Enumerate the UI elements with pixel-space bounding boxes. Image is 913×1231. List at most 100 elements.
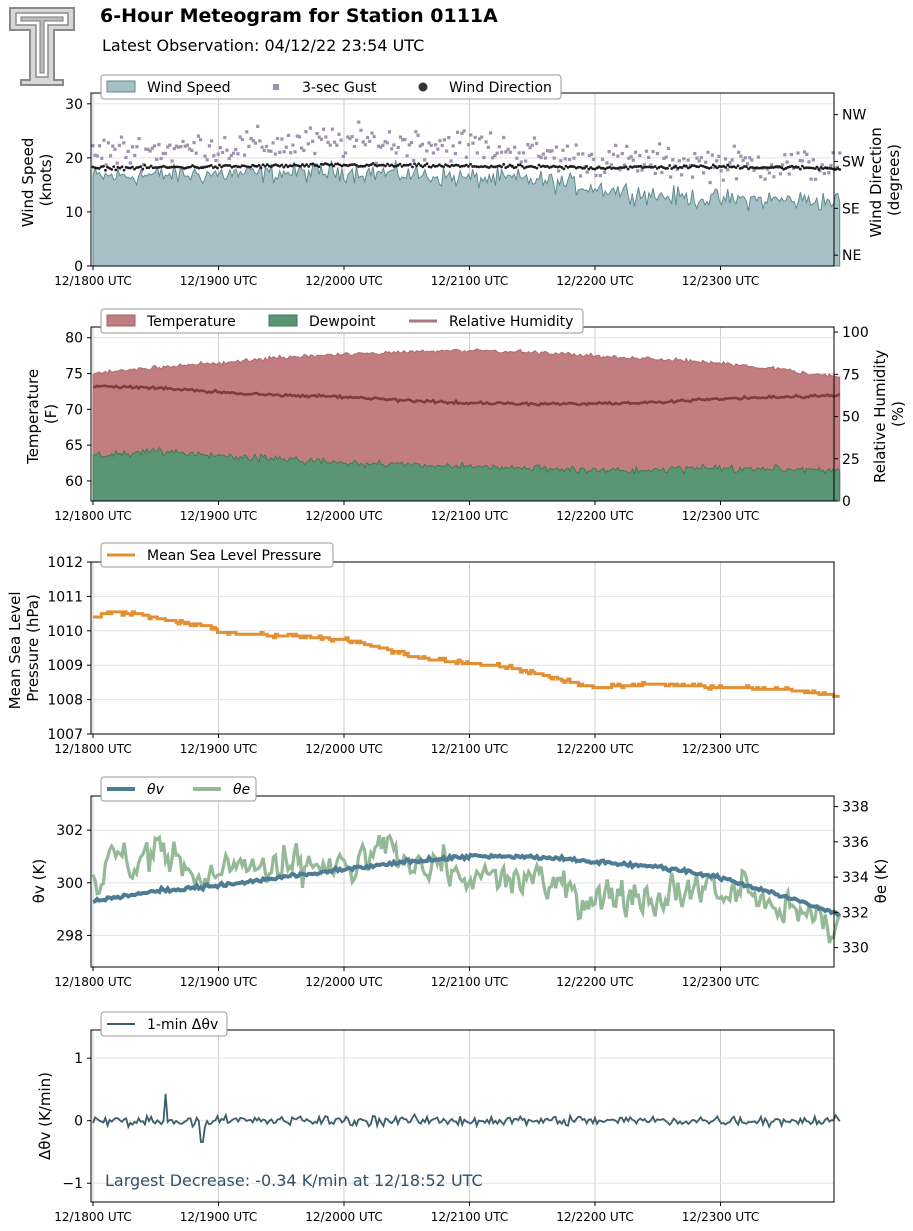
gust-point xyxy=(838,151,842,155)
gust-point xyxy=(111,144,115,148)
gust-point xyxy=(557,169,561,173)
gust-point xyxy=(638,153,642,158)
gust-point xyxy=(625,144,629,148)
gust-point xyxy=(535,141,539,146)
wind-direction-point xyxy=(369,163,373,167)
gust-point xyxy=(495,151,499,155)
gust-point xyxy=(319,137,324,141)
gust-point xyxy=(383,139,387,144)
gust-point xyxy=(655,151,660,156)
gust-point xyxy=(273,152,277,156)
gust-point xyxy=(155,157,159,161)
gust-point xyxy=(633,150,638,154)
gust-point xyxy=(427,141,431,145)
wind-direction-point xyxy=(396,164,400,167)
gust-point xyxy=(308,126,313,130)
x-tick-label: 12/2300 UTC xyxy=(682,975,759,989)
wind-direction-point xyxy=(377,163,381,167)
gust-point xyxy=(651,150,655,154)
gust-point xyxy=(286,133,291,137)
gust-point xyxy=(403,137,407,142)
gust-point xyxy=(576,152,580,156)
wind-direction-point xyxy=(299,164,302,168)
wind-direction-point xyxy=(637,164,640,168)
wind-direction-point xyxy=(686,166,690,170)
gust-point xyxy=(543,156,548,160)
wind-direction-point xyxy=(151,166,155,170)
gust-point xyxy=(719,169,723,173)
wind-direction-point xyxy=(518,163,522,167)
wind-direction-point xyxy=(93,166,97,170)
y-tick-label: 1012 xyxy=(47,555,83,571)
wind-direction-point xyxy=(753,166,757,170)
wind-direction-point xyxy=(359,164,362,168)
gust-point xyxy=(302,148,306,153)
gust-point xyxy=(752,168,756,172)
gust-point xyxy=(220,150,225,155)
theta-legend: θv θe xyxy=(100,776,257,802)
wind-direction-point xyxy=(311,162,315,166)
wind-direction-point xyxy=(695,165,699,168)
gust-point xyxy=(341,154,345,158)
gust-point xyxy=(163,151,168,156)
gust-point xyxy=(546,148,550,153)
gust-point xyxy=(669,175,673,179)
wind-direction-point xyxy=(724,165,728,169)
gust-point xyxy=(640,168,644,172)
wind-direction-point xyxy=(834,168,837,171)
x-tick-label: 12/1900 UTC xyxy=(180,509,257,523)
gust-point xyxy=(660,170,664,175)
wind-direction-point xyxy=(589,166,593,169)
wind-direction-point xyxy=(784,167,788,170)
gust-point xyxy=(811,158,815,162)
gust-point xyxy=(159,156,163,161)
gust-point xyxy=(126,149,130,153)
gust-point xyxy=(376,144,381,148)
gust-point xyxy=(166,145,170,149)
theta-v-axis-label: θv (K) xyxy=(30,859,48,903)
gust-point xyxy=(701,171,706,175)
wind-direction-point xyxy=(288,164,292,167)
wind-direction-point xyxy=(732,165,736,169)
wind-direction-point xyxy=(187,165,190,169)
y2-tick-label: 75 xyxy=(842,367,860,383)
x-tick-label: 12/1800 UTC xyxy=(54,274,131,288)
gust-point xyxy=(258,139,262,143)
y-tick-label: 70 xyxy=(65,402,83,418)
wind-direction-point xyxy=(433,164,437,168)
gust-point xyxy=(161,151,165,155)
x-tick-label: 12/2300 UTC xyxy=(682,509,759,523)
x-tick-label: 12/2200 UTC xyxy=(556,274,633,288)
wind-direction-point xyxy=(390,163,394,167)
wind-direction-point xyxy=(139,165,143,169)
wind-direction-point xyxy=(475,165,479,169)
gust-point xyxy=(115,161,119,165)
gust-point xyxy=(247,144,251,149)
wind-direction-point xyxy=(178,165,182,169)
wind-direction-point xyxy=(460,164,464,168)
gust-point xyxy=(361,140,365,144)
dtheta-plot-area xyxy=(91,1030,841,1202)
gust-point xyxy=(407,143,411,147)
gust-point xyxy=(95,154,99,158)
wind-direction-point xyxy=(593,167,597,171)
gust-point xyxy=(563,157,567,161)
gust-point xyxy=(679,173,684,177)
y-tick-label: 0 xyxy=(74,1114,83,1130)
gust-point xyxy=(370,131,374,135)
wind-direction-point xyxy=(780,166,784,170)
gust-point xyxy=(506,147,510,151)
gust-point xyxy=(611,152,616,156)
x-tick-label: 12/1900 UTC xyxy=(180,975,257,989)
gust-point xyxy=(128,161,132,165)
wind-direction-point xyxy=(516,163,520,167)
gust-point xyxy=(102,138,106,142)
wind-direction-point xyxy=(798,167,802,171)
wind-direction-point xyxy=(473,164,477,168)
wind-direction-point xyxy=(402,163,406,167)
gust-point xyxy=(172,147,176,151)
wind-direction-point xyxy=(730,165,734,169)
gust-point xyxy=(730,158,734,162)
wind-direction-point xyxy=(106,165,109,169)
